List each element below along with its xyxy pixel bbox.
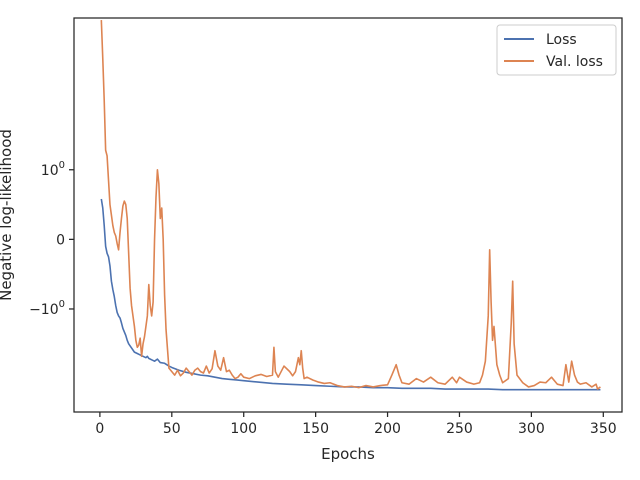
x-tick-label: 50 bbox=[163, 421, 181, 437]
x-tick-label: 250 bbox=[446, 421, 473, 437]
legend-label-val-loss: Val. loss bbox=[546, 54, 603, 70]
x-tick-label: 0 bbox=[95, 421, 104, 437]
legend-box bbox=[496, 24, 617, 76]
y-tick-label: −100 bbox=[29, 299, 65, 318]
legend-label-loss: Loss bbox=[546, 32, 577, 48]
series-line-loss bbox=[100, 198, 601, 391]
y-tick-label: 0 bbox=[56, 232, 65, 248]
x-axis-label: Epochs bbox=[321, 445, 375, 463]
x-tick-label: 100 bbox=[230, 421, 257, 437]
x-tick-label: 350 bbox=[590, 421, 617, 437]
y-tick-label: 100 bbox=[41, 160, 65, 179]
x-tick-label: 300 bbox=[518, 421, 545, 437]
legend: Loss Val. loss bbox=[496, 24, 617, 76]
x-axis: 0 50 100 150 200 250 300 350 bbox=[95, 412, 617, 437]
series-line-val-loss bbox=[100, 20, 601, 390]
x-tick-label: 200 bbox=[374, 421, 401, 437]
series-layer bbox=[100, 20, 601, 391]
plot-frame bbox=[73, 17, 623, 413]
x-tick-label: 150 bbox=[302, 421, 329, 437]
y-axis-label: Negative log-likelihood bbox=[0, 129, 15, 301]
y-axis: 100 0 −100 bbox=[29, 160, 74, 318]
plot-background bbox=[74, 18, 622, 412]
